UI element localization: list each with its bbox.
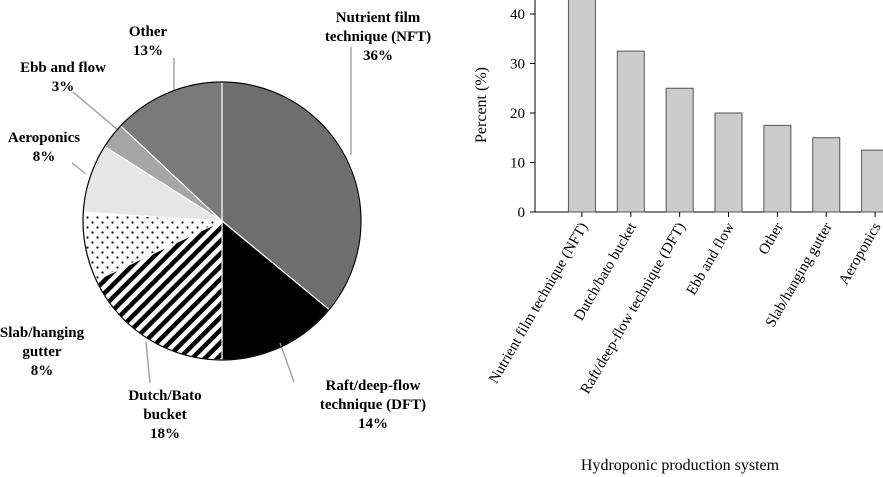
- bar: [714, 112, 743, 213]
- bar: [567, 0, 596, 213]
- y-axis-title: Percent (%): [473, 67, 490, 143]
- bar-chart: Percent (%) Hydroponic production system…: [473, 0, 883, 474]
- x-axis-title: Hydroponic production system: [581, 457, 780, 474]
- bar: [665, 87, 694, 213]
- x-tick-label: Aeroponics: [836, 220, 883, 288]
- pie-leader-line: [72, 91, 126, 137]
- pie-slice-label: Slab/hanging gutter 8%: [0, 325, 85, 379]
- pie-slice-label: Ebb and flow 3%: [20, 60, 106, 95]
- x-tick-label: Ebb and flow: [684, 220, 738, 298]
- pie-leader-line: [71, 162, 87, 175]
- pie-slice-label: Dutch/Bato bucket 18%: [128, 388, 201, 442]
- y-tick-label: 0: [518, 205, 526, 221]
- bar: [812, 137, 841, 213]
- x-tick-label: Nutrient film technique (NFT): [486, 220, 591, 386]
- pie-slice-label: Other 13%: [129, 24, 168, 59]
- x-tick-label: Other: [756, 220, 787, 258]
- bar: [763, 124, 792, 213]
- y-tick-label: 30: [510, 57, 525, 73]
- y-tick-label: 10: [510, 156, 525, 172]
- y-tick-label: 40: [510, 7, 525, 23]
- pie-slice-label: Nutrient film technique (NFT) 36%: [325, 10, 431, 64]
- bar: [616, 50, 645, 213]
- pie-outline: [82, 81, 362, 361]
- pie-slice-label: Raft/deep-flow technique (DFT) 14%: [320, 378, 426, 432]
- pie-leader-line: [145, 341, 151, 384]
- pie-leader-line: [279, 342, 295, 383]
- x-tick-label: Raft/deep-flow technique (DFT): [578, 220, 689, 397]
- pie-slice-label: Aeroponics 8%: [8, 130, 80, 165]
- y-tick-label: 20: [510, 106, 525, 122]
- bar: [861, 149, 883, 213]
- pie-chart: Nutrient film technique (NFT) 36% Raft/deep…: [0, 10, 431, 442]
